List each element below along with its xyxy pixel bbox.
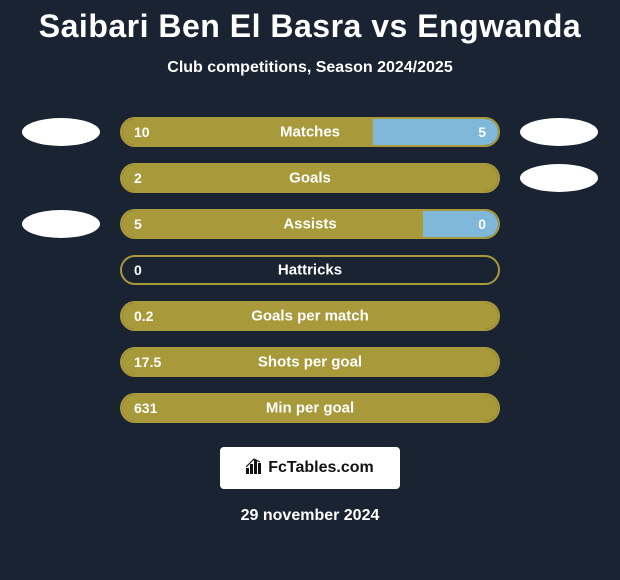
- stat-bar: 5 0 Assists: [120, 209, 500, 239]
- stat-label: Assists: [283, 216, 336, 233]
- stat-value-left: 17.5: [134, 354, 161, 370]
- stat-value-left: 2: [134, 170, 142, 186]
- subtitle: Club competitions, Season 2024/2025: [0, 59, 620, 77]
- stat-label: Goals: [289, 170, 331, 187]
- stat-value-left: 5: [134, 216, 142, 232]
- bar-segment-right: [423, 211, 498, 237]
- bar-chart-icon: [246, 458, 264, 479]
- stat-row: 17.5 Shots per goal: [0, 339, 620, 385]
- stat-value-left: 631: [134, 400, 157, 416]
- page-title: Saibari Ben El Basra vs Engwanda: [0, 0, 620, 45]
- team-badge-left: [22, 118, 100, 146]
- stat-row: 0 Hattricks: [0, 247, 620, 293]
- stat-row: 10 5 Matches: [0, 109, 620, 155]
- stat-bar: 631 Min per goal: [120, 393, 500, 423]
- stat-bar: 0 Hattricks: [120, 255, 500, 285]
- team-badge-left: [22, 210, 100, 238]
- stat-value-left: 0: [134, 262, 142, 278]
- stat-row: 631 Min per goal: [0, 385, 620, 431]
- bar-segment-left: [122, 211, 423, 237]
- stat-value-right: 0: [478, 216, 486, 232]
- stat-value-left: 10: [134, 124, 150, 140]
- stat-label: Min per goal: [266, 400, 354, 417]
- team-badge-right: [520, 164, 598, 192]
- footer-logo: FcTables.com: [220, 447, 400, 489]
- footer-date: 29 november 2024: [0, 507, 620, 525]
- stat-bar: 0.2 Goals per match: [120, 301, 500, 331]
- stat-label: Shots per goal: [258, 354, 362, 371]
- stats-container: 10 5 Matches 2 Goals 5 0 Assists 0 Hattricks 0.2 Go…: [0, 109, 620, 431]
- stat-bar: 10 5 Matches: [120, 117, 500, 147]
- stat-label: Goals per match: [251, 308, 369, 325]
- stat-label: Matches: [280, 124, 340, 141]
- stat-bar: 2 Goals: [120, 163, 500, 193]
- stat-value-right: 5: [478, 124, 486, 140]
- stat-bar: 17.5 Shots per goal: [120, 347, 500, 377]
- team-badge-right: [520, 118, 598, 146]
- stat-row: 5 0 Assists: [0, 201, 620, 247]
- footer-logo-text: FcTables.com: [268, 459, 374, 477]
- stat-row: 2 Goals: [0, 155, 620, 201]
- stat-row: 0.2 Goals per match: [0, 293, 620, 339]
- stat-label: Hattricks: [278, 262, 342, 279]
- stat-value-left: 0.2: [134, 308, 153, 324]
